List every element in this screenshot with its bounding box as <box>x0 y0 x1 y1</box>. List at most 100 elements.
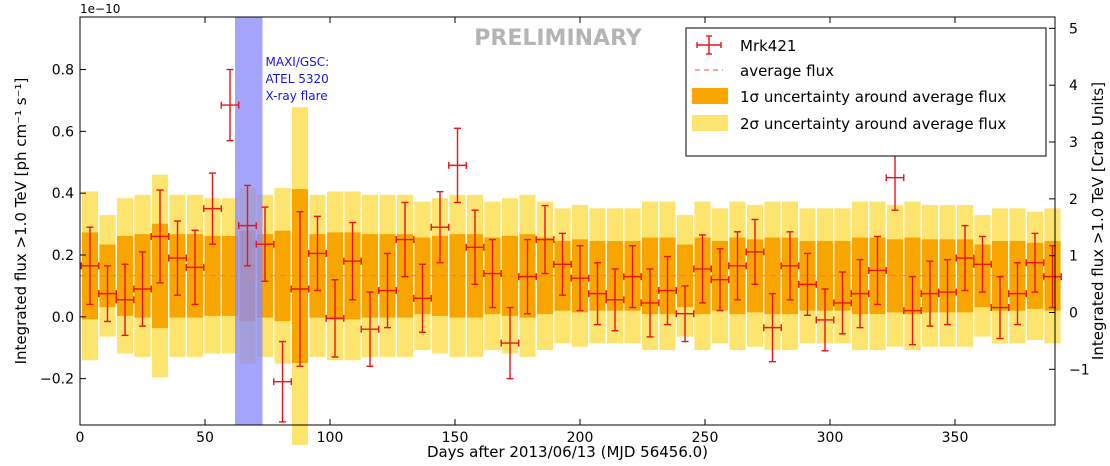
data-point <box>518 238 537 315</box>
data-point <box>185 229 205 306</box>
y-right-tick-label: 2 <box>1069 192 1078 208</box>
flare-region: MAXI/GSC: ATEL 5320 X-ray flare <box>235 17 329 425</box>
data-point <box>1008 262 1027 326</box>
x-axis-title: Days after 2013/06/13 (MJD 56456.0) <box>427 443 708 461</box>
y-tick-label: 0.8 <box>52 63 74 79</box>
data-point <box>640 268 660 338</box>
y-right-tick-label: 1 <box>1069 249 1078 265</box>
data-point <box>238 184 257 267</box>
axes: 0 50 100 150 200 250 300 350−0.20.00.20.40.60.8… <box>40 17 1090 446</box>
x-tick-label: 300 <box>817 430 844 446</box>
data-point <box>220 68 240 142</box>
y-right-tick-label: −1 <box>1069 362 1090 378</box>
legend-label: average flux <box>740 62 834 80</box>
data-point <box>798 252 817 316</box>
y-axis-title-right: Integrated flux >1.0 TeV [Crab Units] <box>1089 82 1107 360</box>
data-point <box>203 172 222 245</box>
legend-band1-swatch <box>692 88 728 104</box>
data-point <box>343 221 362 301</box>
legend-entry: 2σ uncertainty around average flux <box>692 115 1006 133</box>
data-point <box>553 232 572 296</box>
y-right-tick-label: 3 <box>1069 135 1078 151</box>
plot-border <box>79 16 1056 426</box>
legend-entry: average flux <box>695 62 834 80</box>
data-point <box>990 275 1010 340</box>
data-point <box>150 189 170 284</box>
data-point <box>780 231 800 301</box>
flare-shade <box>235 17 263 425</box>
data-point <box>588 262 607 326</box>
watermark-text: PRELIMINARY <box>474 26 643 51</box>
data-point <box>833 271 852 335</box>
data-point <box>98 265 117 323</box>
legend-entry: 1σ uncertainty around average flux <box>692 88 1006 106</box>
data-point <box>308 215 327 292</box>
flare-label-line: ATEL 5320 <box>266 72 329 86</box>
data-point <box>168 220 187 296</box>
data-point <box>325 279 345 358</box>
legend-box <box>685 27 1047 157</box>
plot-frame <box>79 16 1056 426</box>
x-tick-label: 150 <box>442 430 469 446</box>
y-tick-label: 0.2 <box>52 248 74 264</box>
y-tick-label: 0.6 <box>52 124 74 140</box>
legend: Mrk421 average flux 1σ uncertainty around … <box>685 27 1047 157</box>
x-tick-label: 0 <box>76 430 85 446</box>
data-point <box>675 285 695 343</box>
data-point <box>728 231 747 301</box>
y-tick-label: −0.2 <box>40 372 74 388</box>
data-point <box>605 268 625 332</box>
data-point <box>955 224 975 292</box>
data-point <box>378 252 397 329</box>
legend-label: Mrk421 <box>740 37 796 55</box>
data-point <box>710 248 730 312</box>
axis-labels: 1e−10 PRELIMINARY Days after 2013/06/13 (M… <box>12 2 1107 461</box>
data-point <box>570 245 590 312</box>
data-point <box>483 238 502 309</box>
y-right-tick-label: 0 <box>1069 305 1078 321</box>
y-right-tick-label: 5 <box>1069 21 1078 37</box>
y-right-tick-label: 4 <box>1069 78 1078 94</box>
flare-label-line: X-ray flare <box>266 89 328 103</box>
y-tick-label: 0.4 <box>52 186 74 202</box>
data-point <box>273 340 292 423</box>
data-point <box>535 204 555 275</box>
x-tick-label: 350 <box>942 430 969 446</box>
data-point <box>360 291 380 367</box>
band-1sigma-bin <box>449 234 466 318</box>
legend-entry: Mrk421 <box>696 35 796 55</box>
data-point <box>430 190 450 264</box>
data-point <box>500 306 520 380</box>
data-point <box>623 245 642 309</box>
data-point <box>1025 232 1045 293</box>
data-point <box>465 209 485 286</box>
data-point <box>413 263 432 333</box>
y-tick-label: 0.0 <box>52 310 74 326</box>
data-point <box>448 127 467 204</box>
data-point <box>80 226 100 306</box>
legend-label: 1σ uncertainty around average flux <box>740 88 1006 106</box>
x-tick-label: 200 <box>567 430 594 446</box>
x-tick-label: 250 <box>692 430 719 446</box>
data-point <box>973 235 992 293</box>
legend-label: 2σ uncertainty around average flux <box>740 115 1006 133</box>
data-point <box>763 292 782 363</box>
data-point <box>693 234 712 304</box>
data-point <box>133 251 152 327</box>
x-tick-label: 100 <box>317 430 344 446</box>
data-point <box>290 211 310 367</box>
legend-band2-swatch <box>692 115 728 131</box>
data-point <box>395 201 415 278</box>
x-tick-label: 50 <box>196 430 214 446</box>
data-point <box>868 235 887 306</box>
data-point <box>115 263 135 337</box>
data-point <box>255 206 275 282</box>
data-point <box>745 218 765 286</box>
data-point <box>658 255 677 326</box>
data-points <box>80 68 1062 423</box>
data-point <box>938 258 957 326</box>
flare-label-line: MAXI/GSC: <box>266 55 330 69</box>
data-point <box>850 258 870 329</box>
